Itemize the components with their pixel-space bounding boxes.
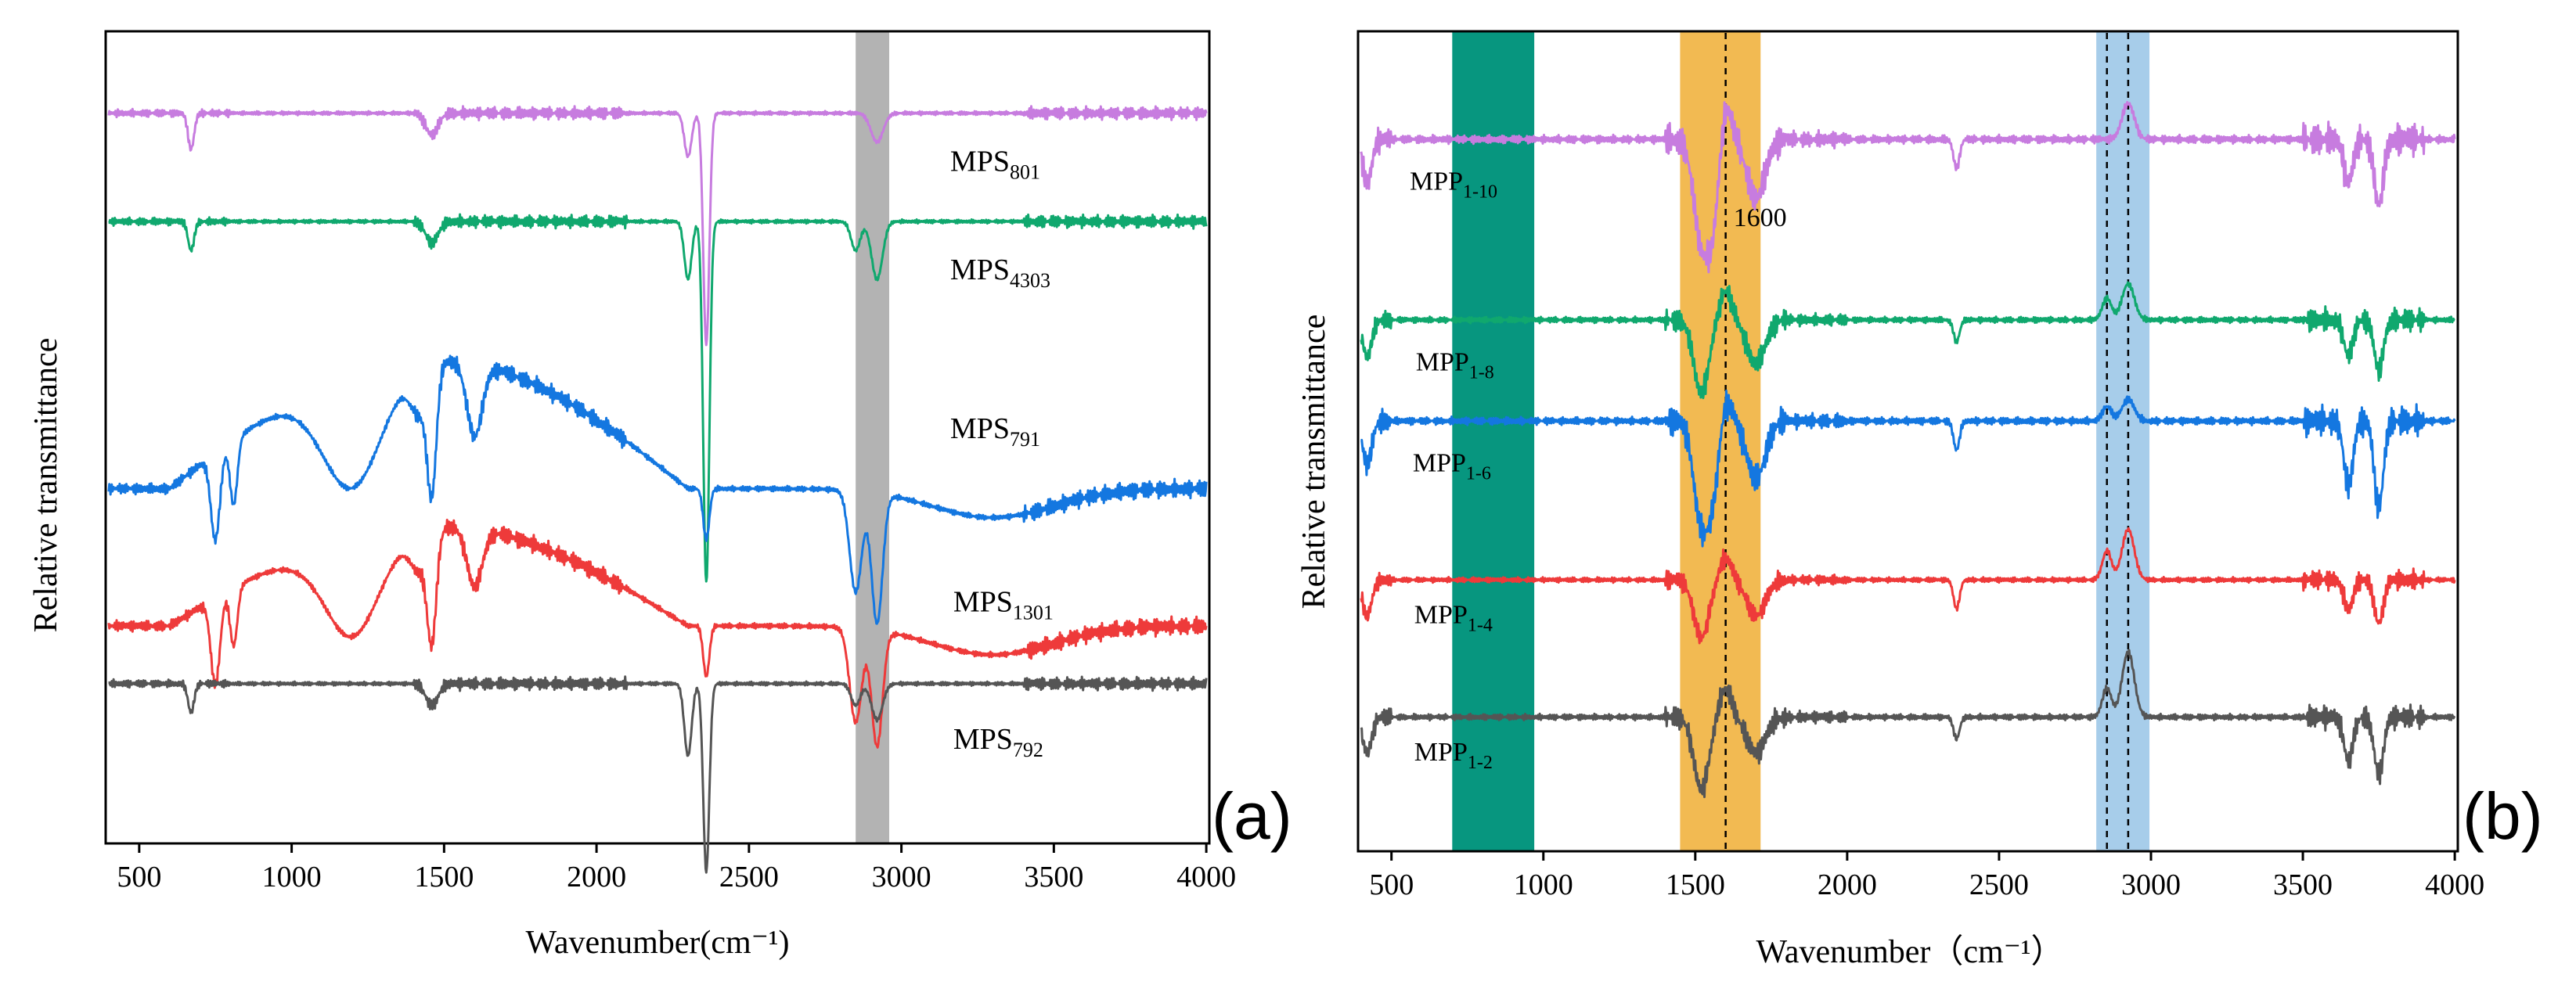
x-tick-label-3500: 3500 (1024, 861, 1083, 894)
series-label-mpp1-2: MPP1-2 (1414, 738, 1493, 773)
highlight-band-2 (2096, 32, 2150, 850)
x-tick-label-3500: 3500 (2273, 868, 2333, 901)
series-line-mpp1-6 (1360, 390, 2456, 548)
series-line-mps1301 (107, 519, 1208, 749)
series-label-mpp1-10: MPP1-10 (1410, 167, 1497, 203)
panel-b-plot-frame (1356, 30, 2459, 853)
x-tick-label-1000: 1000 (262, 861, 322, 894)
panel-b-highlight-bands (1452, 32, 2150, 850)
x-tick-label-2000: 2000 (1818, 868, 1877, 901)
series-label-mps792: MPS792 (953, 723, 1043, 761)
panel-a-plot-frame (104, 30, 1211, 845)
series-label-mps4303: MPS4303 (950, 253, 1050, 292)
x-tick-label-3000: 3000 (872, 861, 931, 894)
panel-b-series-labels: MPP1-10 MPP1-8 MPP1-6 MPP1-4 MPP1-2 (1410, 167, 1497, 773)
series-label-mps801: MPS801 (950, 145, 1040, 183)
panel-b-x-ticks: 500 1000 1500 2000 2500 3000 3500 4000 (1369, 851, 2484, 901)
panel-b-y-axis-label: Relative transmittance (1296, 315, 1332, 609)
panel-b-reference-lines: 1600 (1724, 33, 2130, 850)
panel-a-x-axis-label: Wavenumber(cm⁻¹) (526, 925, 790, 961)
reference-line-label-0: 1600 (1734, 203, 1787, 232)
series-line-mps801 (107, 105, 1208, 347)
panel-a-letter: (a) (1212, 779, 1292, 853)
x-tick-label-1000: 1000 (1514, 868, 1573, 901)
x-tick-label-500: 500 (1369, 868, 1414, 901)
panel-a-series-labels: MPS801 MPS4303 MPS791 MPS1301 MPS792 (950, 145, 1054, 760)
series-label-mps1301: MPS1301 (953, 585, 1054, 624)
series-line-mpp1-2 (1360, 649, 2456, 799)
series-label-mpp1-6: MPP1-6 (1413, 449, 1491, 484)
x-tick-label-500: 500 (117, 861, 161, 894)
x-tick-label-2500: 2500 (719, 861, 779, 894)
series-label-mpp1-4: MPP1-4 (1414, 600, 1493, 635)
x-tick-label-1500: 1500 (1666, 868, 1725, 901)
series-label-mpp1-8: MPP1-8 (1416, 347, 1494, 383)
series-line-mpp1-4 (1360, 527, 2456, 645)
panel-a-series (107, 105, 1208, 874)
panel-a-y-axis-label: Relative transmittance (28, 338, 64, 633)
highlight-band-0 (1452, 32, 1535, 850)
x-tick-label-2500: 2500 (1969, 868, 2029, 901)
panel-b-series (1360, 101, 2456, 799)
series-line-mps792 (108, 675, 1208, 874)
panel-b-x-axis-label: Wavenumber（cm⁻¹） (1756, 934, 2064, 970)
series-line-mpp1-10 (1360, 101, 2456, 274)
x-tick-label-1500: 1500 (414, 861, 474, 894)
panel-b-letter: (b) (2463, 779, 2543, 853)
x-tick-label-3000: 3000 (2121, 868, 2181, 901)
series-line-mps791 (107, 354, 1208, 625)
panel-b: 1600 MPP1-10 MPP1-8 MPP1-6 MPP1-4 MPP1-2 500… (1296, 30, 2543, 970)
panel-a: MPS801 MPS4303 MPS791 MPS1301 MPS792 500 1000… (28, 30, 1292, 961)
x-tick-label-4000: 4000 (2425, 868, 2484, 901)
series-line-mpp1-8 (1360, 281, 2455, 400)
series-line-mps4303 (108, 213, 1208, 583)
panel-a-x-ticks: 500 1000 1500 2000 2500 3000 3500 4000 (117, 843, 1236, 894)
x-tick-label-4000: 4000 (1176, 861, 1236, 894)
series-label-mps791: MPS791 (950, 412, 1040, 451)
x-tick-label-2000: 2000 (567, 861, 626, 894)
